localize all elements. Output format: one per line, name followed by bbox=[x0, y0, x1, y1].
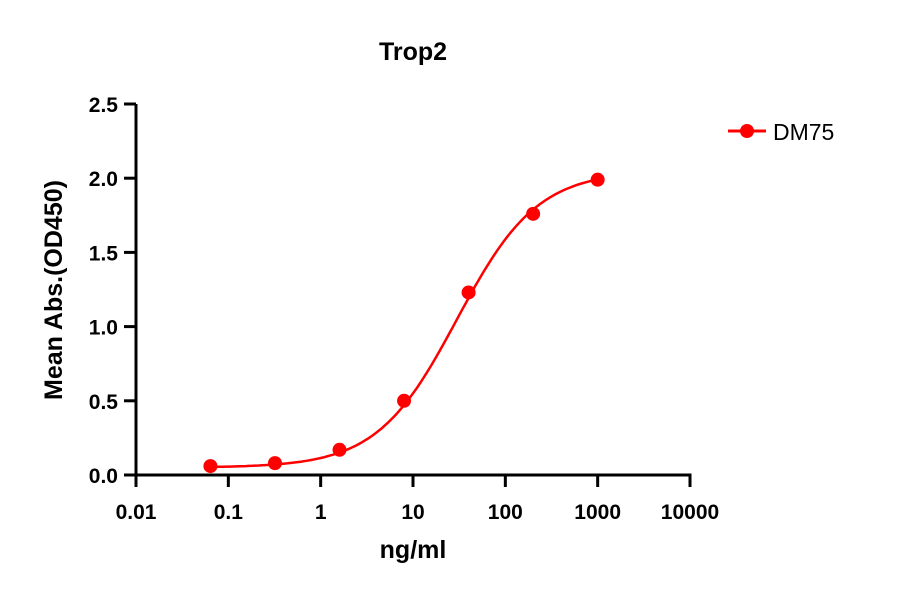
data-point bbox=[461, 285, 476, 300]
x-tick-label: 10000 bbox=[661, 501, 719, 524]
fit-curve bbox=[210, 178, 598, 469]
legend-marker bbox=[740, 124, 754, 138]
x-axis-ticks: 0.01 0.1 1 10 100 1000 10000 bbox=[116, 475, 719, 524]
chart-title: Trop2 bbox=[379, 38, 447, 66]
y-tick-label: 1.5 bbox=[89, 242, 119, 265]
y-axis-ticks: 0.0 0.5 1.0 1.5 2.0 2.5 bbox=[89, 94, 136, 488]
y-tick-label: 0.0 bbox=[89, 465, 118, 488]
x-tick-label: 1000 bbox=[574, 501, 621, 524]
x-tick-label: 0.1 bbox=[214, 501, 244, 524]
data-point bbox=[397, 393, 412, 408]
x-tick-label: 100 bbox=[488, 501, 523, 524]
series-dm75 bbox=[203, 172, 605, 474]
x-tick-label: 10 bbox=[401, 501, 424, 524]
x-tick-label: 0.01 bbox=[116, 501, 157, 524]
data-point bbox=[526, 206, 541, 221]
data-point bbox=[332, 442, 347, 457]
x-axis-label: ng/ml bbox=[380, 536, 447, 564]
axes bbox=[134, 104, 692, 477]
x-tick-label: 1 bbox=[315, 501, 327, 524]
data-point bbox=[203, 459, 218, 474]
y-tick-label: 2.0 bbox=[89, 168, 118, 191]
legend-label: DM75 bbox=[773, 119, 834, 145]
data-point bbox=[267, 456, 282, 471]
y-tick-label: 1.0 bbox=[89, 317, 118, 340]
y-axis-label: Mean Abs.(OD450) bbox=[40, 180, 68, 400]
data-point bbox=[590, 172, 605, 187]
y-tick-label: 0.5 bbox=[89, 391, 119, 414]
legend: DM75 bbox=[728, 119, 834, 145]
y-tick-label: 2.5 bbox=[89, 94, 119, 117]
